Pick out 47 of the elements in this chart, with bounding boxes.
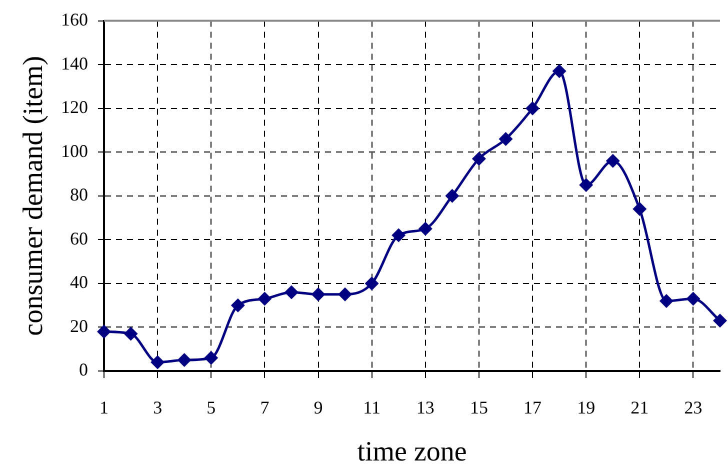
x-axis-title: time zone: [357, 436, 467, 468]
point: [686, 292, 700, 306]
point: [150, 355, 165, 370]
point: [338, 287, 352, 302]
y-tick-label: 160: [61, 10, 88, 30]
point: [632, 202, 647, 216]
point: [97, 324, 111, 339]
point: [204, 350, 218, 365]
point: [230, 298, 245, 312]
x-tick-label: 21: [630, 398, 649, 418]
y-tick-label: 100: [61, 140, 88, 161]
y-tick-label: 140: [61, 53, 88, 74]
point: [284, 285, 298, 300]
x-tick-label: 23: [684, 398, 702, 418]
point: [364, 276, 379, 290]
x-tick-label: 11: [363, 398, 380, 418]
point: [552, 64, 566, 78]
point: [472, 152, 486, 166]
y-tick-label: 60: [70, 228, 88, 248]
point: [392, 228, 406, 242]
x-tick-label: 1: [100, 398, 108, 418]
point: [258, 292, 272, 306]
y-tick-label: 0: [79, 360, 88, 380]
x-tick-label: 3: [153, 398, 162, 418]
point: [445, 188, 460, 203]
x-tick-label: 15: [470, 398, 488, 418]
point: [311, 287, 326, 302]
point: [418, 222, 432, 236]
y-tick-label: 20: [70, 316, 88, 336]
x-tick-label: 13: [416, 398, 434, 418]
y-axis-title: consumer demand (item): [18, 56, 50, 336]
y-tick-label: 40: [70, 272, 88, 292]
x-tick-label: 17: [524, 398, 542, 418]
point: [659, 294, 674, 308]
x-tick-label: 7: [260, 398, 270, 418]
x-tick-label: 5: [206, 398, 216, 418]
point: [713, 314, 727, 328]
y-tick-label: 80: [70, 184, 88, 205]
point: [579, 178, 594, 192]
x-tick-label: 19: [577, 398, 596, 418]
y-tick-label: 120: [61, 97, 88, 118]
point: [124, 326, 138, 341]
x-tick-label: 9: [314, 398, 323, 418]
point: [606, 154, 620, 168]
point: [177, 353, 192, 368]
point: [526, 101, 540, 116]
point: [498, 132, 513, 146]
